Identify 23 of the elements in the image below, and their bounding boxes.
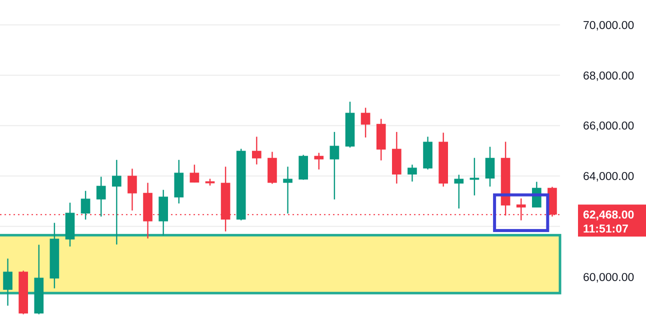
candlestick [470,157,480,196]
candlestick [190,164,200,184]
text: 11:51:07 [583,224,628,236]
candlestick [96,176,106,218]
candlestick [3,258,12,306]
y-tick-label: 66,000.00 [583,120,634,133]
candlestick [454,174,464,210]
candlestick [408,164,417,182]
candlestick [128,168,137,212]
ref-line-label: 62,468.00 [583,210,634,222]
candlestick [330,131,340,200]
candlestick [360,107,370,138]
candlestick [314,152,324,170]
candlestick [298,154,308,180]
candlestick [283,166,292,214]
candlestick [485,146,495,188]
candlestick [80,190,90,220]
candlestick [112,159,122,246]
y-tick-label: 60,000.00 [583,272,634,284]
y-tick-label: 64,000.00 [583,171,634,184]
y-tick-label: 68,000.00 [583,70,634,82]
y-tick-label: 70,000.00 [583,20,634,32]
candlestick [252,136,262,166]
